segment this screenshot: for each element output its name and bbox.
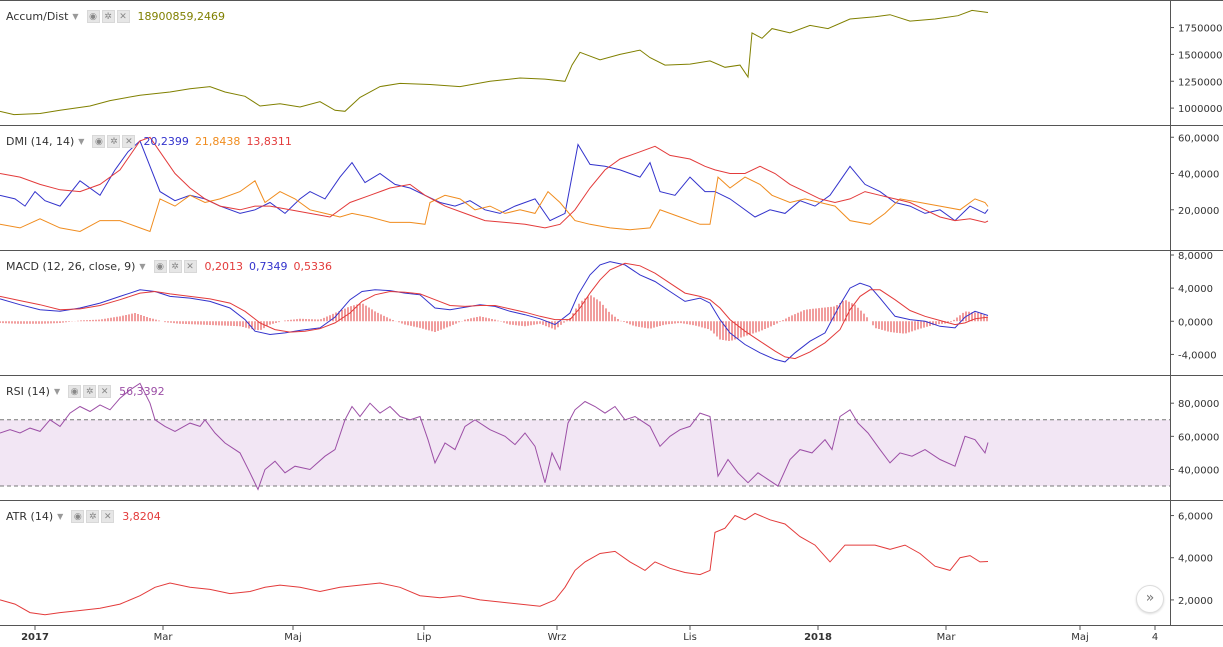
eye-icon[interactable]: ◉ bbox=[92, 134, 106, 148]
series-line-3 bbox=[0, 136, 989, 229]
y-axis-tick-label: 8,0000 bbox=[1178, 251, 1213, 262]
x-axis-tick-label: 2018 bbox=[804, 632, 832, 643]
x-axis-tick-label: Mar bbox=[154, 632, 174, 643]
y-axis-tick-label: 4,0000 bbox=[1178, 284, 1213, 295]
y-axis-tick-label: 20,0000 bbox=[1178, 206, 1219, 217]
x-axis-tick-label: Wrz bbox=[548, 632, 567, 643]
x-axis-tick-label: Lip bbox=[417, 632, 432, 643]
indicator-value: 21,8438 bbox=[194, 134, 241, 148]
series-line-1 bbox=[0, 140, 989, 222]
chevron-down-icon[interactable]: ▼ bbox=[53, 386, 61, 396]
pane-header: MACD (12, 26, close, 9) ▼ ◉ ✲ ✕ 0,2013 0,7349 0… bbox=[6, 257, 332, 275]
rsi-band bbox=[0, 419, 1170, 487]
close-icon[interactable]: ✕ bbox=[183, 259, 197, 273]
settings-icon[interactable]: ✲ bbox=[168, 259, 182, 273]
settings-icon[interactable]: ✲ bbox=[107, 134, 121, 148]
chevron-down-icon[interactable]: ▼ bbox=[72, 11, 79, 21]
indicator-value: 20,2399 bbox=[143, 134, 189, 148]
chevron-down-icon[interactable]: ▼ bbox=[57, 511, 64, 521]
indicator-value: 3,8204 bbox=[122, 509, 161, 523]
pane-header: RSI (14) ▼ ◉ ✲ ✕ 56,3392 bbox=[6, 382, 165, 400]
eye-icon[interactable]: ◉ bbox=[71, 509, 85, 523]
close-icon[interactable]: ✕ bbox=[98, 384, 112, 398]
indicator-value: 0,5336 bbox=[293, 259, 333, 273]
settings-icon[interactable]: ✲ bbox=[101, 9, 115, 23]
pane-header: ATR (14) ▼ ◉ ✲ ✕ 3,8204 bbox=[6, 507, 161, 525]
series-line-1 bbox=[0, 512, 989, 616]
pane-header: DMI (14, 14) ▼ ◉ ✲ ✕ 20,2399 21,8438 13,8311 bbox=[6, 132, 292, 150]
y-axis-tick-label: 6,0000 bbox=[1178, 512, 1213, 523]
pane-1 bbox=[0, 9, 989, 116]
y-axis-tick-label: 40,0000 bbox=[1178, 170, 1219, 181]
indicator-value: 56,3392 bbox=[119, 384, 165, 398]
y-axis-tick-label: 0,0000 bbox=[1178, 317, 1213, 328]
y-axis-tick-label: 60,0000 bbox=[1178, 133, 1219, 144]
scroll-to-realtime-button[interactable]: » bbox=[1136, 585, 1164, 613]
x-axis-tick-label: Maj bbox=[1071, 632, 1089, 643]
indicator-name[interactable]: Accum/Dist bbox=[6, 9, 69, 23]
series-line-2 bbox=[0, 176, 989, 233]
y-axis-tick-label: 17500000 bbox=[1178, 24, 1223, 35]
indicator-name[interactable]: DMI (14, 14) bbox=[6, 134, 75, 148]
indicator-name[interactable]: RSI (14) bbox=[6, 384, 50, 398]
indicator-value: 18900859,2469 bbox=[137, 9, 226, 23]
close-icon[interactable]: ✕ bbox=[122, 134, 136, 148]
pane-5 bbox=[0, 512, 989, 616]
indicator-value: 0,7349 bbox=[249, 259, 288, 273]
x-axis-tick-label: 2017 bbox=[21, 632, 49, 643]
series-line-1 bbox=[0, 261, 989, 363]
y-axis-tick-label: 40,0000 bbox=[1178, 465, 1219, 476]
pane-header: Accum/Dist ▼ ◉ ✲ ✕ 18900859,2469 bbox=[6, 7, 225, 25]
series-line-1 bbox=[0, 382, 989, 491]
x-axis-tick-label: Mar bbox=[937, 632, 957, 643]
y-axis-tick-label: -4,0000 bbox=[1178, 350, 1217, 361]
y-axis-tick-label: 15000000 bbox=[1178, 50, 1223, 61]
eye-icon[interactable]: ◉ bbox=[68, 384, 82, 398]
indicator-name[interactable]: ATR (14) bbox=[6, 509, 54, 523]
indicator-value: 13,8311 bbox=[246, 134, 292, 148]
y-axis-tick-label: 80,0000 bbox=[1178, 399, 1219, 410]
chevron-down-icon[interactable]: ▼ bbox=[78, 136, 85, 146]
pane-3 bbox=[0, 261, 989, 363]
eye-icon[interactable]: ◉ bbox=[86, 9, 100, 23]
y-axis-tick-label: 2,0000 bbox=[1178, 596, 1213, 607]
indicator-value: 0,2013 bbox=[204, 259, 244, 273]
eye-icon[interactable]: ◉ bbox=[153, 259, 167, 273]
pane-2 bbox=[0, 136, 989, 233]
chevron-down-icon[interactable]: ▼ bbox=[139, 261, 146, 271]
close-icon[interactable]: ✕ bbox=[116, 9, 130, 23]
settings-icon[interactable]: ✲ bbox=[86, 509, 100, 523]
y-axis-tick-label: 60,0000 bbox=[1178, 432, 1219, 443]
x-axis-tick-label: 4 bbox=[1152, 632, 1158, 643]
x-axis-tick-label: Maj bbox=[284, 632, 302, 643]
indicator-name[interactable]: MACD (12, 26, close, 9) bbox=[6, 259, 136, 273]
pane-4 bbox=[0, 382, 1170, 491]
y-axis-tick-label: 4,0000 bbox=[1178, 554, 1213, 565]
close-icon[interactable]: ✕ bbox=[101, 509, 115, 523]
x-axis-tick-label: Lis bbox=[683, 632, 697, 643]
y-axis-tick-label: 12500000 bbox=[1178, 77, 1223, 88]
y-axis-tick-label: 10000000 bbox=[1178, 104, 1223, 115]
series-line-1 bbox=[0, 9, 989, 116]
series-line-2 bbox=[0, 262, 989, 360]
settings-icon[interactable]: ✲ bbox=[83, 384, 97, 398]
